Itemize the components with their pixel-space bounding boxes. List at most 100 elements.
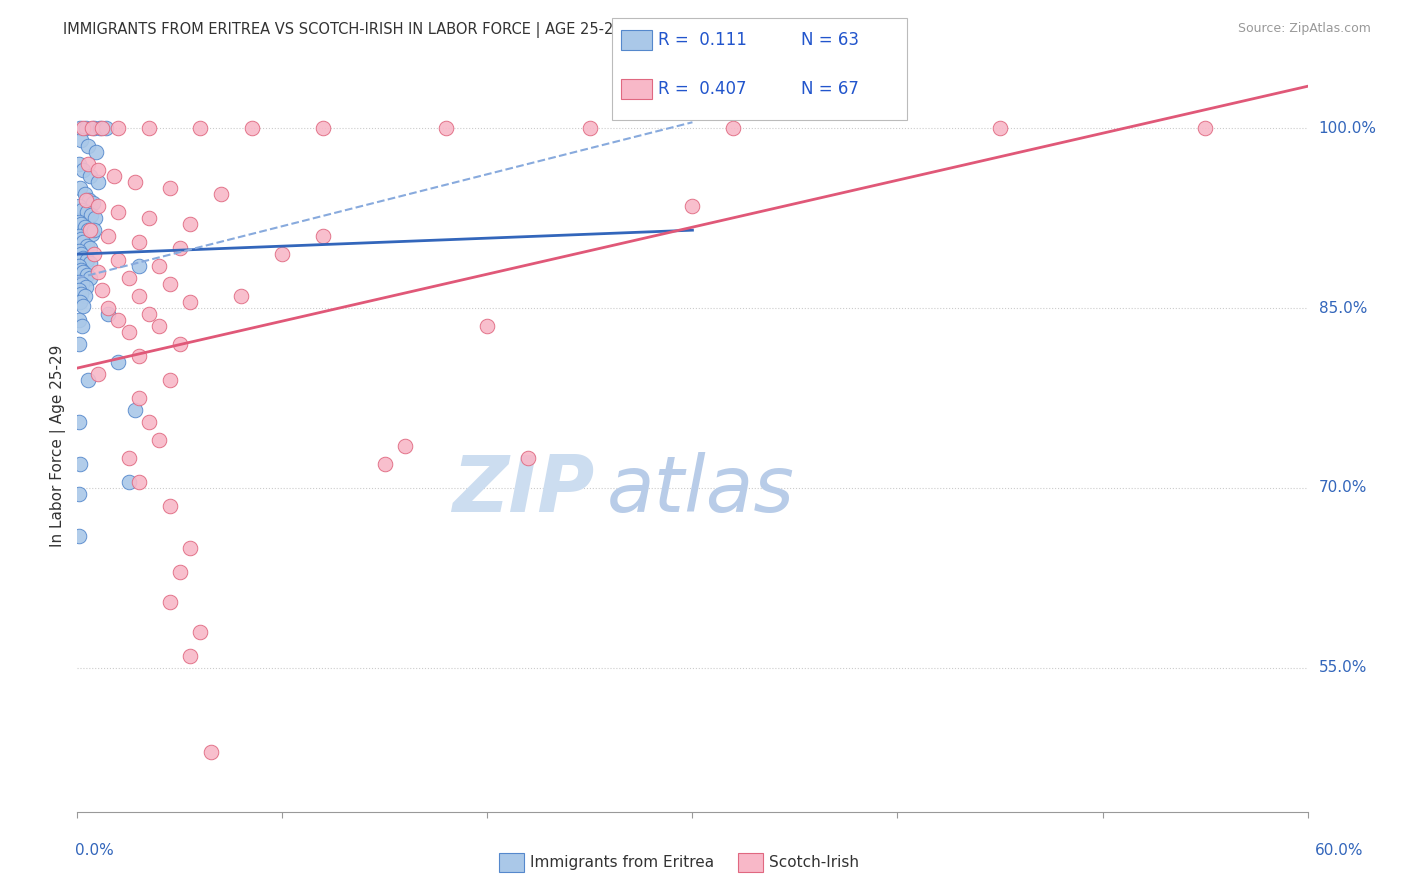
Point [69, 181, 91, 195]
Point [200, 745, 222, 759]
Point [988, 121, 1011, 136]
Text: ZIP: ZIP [451, 452, 595, 528]
Point [682, 199, 704, 213]
Point [76, 268, 98, 282]
Point [84, 145, 107, 160]
Text: Scotch-Irish: Scotch-Irish [769, 855, 859, 870]
Point [82, 195, 104, 210]
Point [179, 295, 201, 310]
Point [79, 255, 101, 269]
Point [72, 265, 94, 279]
Point [138, 415, 160, 429]
Point [117, 475, 139, 489]
Point [87, 163, 110, 178]
Point [89, 121, 111, 136]
Point [117, 450, 139, 465]
Point [69, 295, 91, 310]
Point [103, 169, 125, 184]
Point [107, 253, 129, 268]
Text: Immigrants from Eritrea: Immigrants from Eritrea [530, 855, 714, 870]
Text: 55.0%: 55.0% [1319, 660, 1367, 675]
Point [159, 595, 181, 609]
Point [107, 205, 129, 219]
Point [69, 457, 91, 471]
Point [67, 283, 90, 297]
Point [83, 223, 105, 237]
Text: N = 63: N = 63 [801, 31, 859, 49]
Text: 100.0%: 100.0% [1319, 120, 1376, 136]
Y-axis label: In Labor Force | Age 25-29: In Labor Force | Age 25-29 [51, 345, 66, 547]
Point [87, 265, 110, 279]
Point [128, 349, 150, 363]
Point [79, 241, 101, 255]
Point [83, 211, 105, 226]
Point [73, 187, 96, 202]
Point [72, 251, 94, 265]
Point [436, 121, 458, 136]
Point [148, 259, 170, 273]
Point [97, 307, 120, 321]
Point [394, 439, 416, 453]
Point [67, 259, 90, 273]
Text: R =  0.407: R = 0.407 [658, 80, 747, 98]
Point [69, 121, 91, 136]
Point [73, 219, 96, 234]
Point [312, 229, 335, 244]
Point [67, 337, 90, 351]
Point [72, 235, 94, 249]
Point [72, 277, 94, 292]
Point [124, 175, 146, 189]
Point [79, 271, 101, 285]
Point [188, 121, 212, 136]
Point [179, 541, 201, 555]
Text: 0.0%: 0.0% [75, 843, 114, 858]
Point [271, 247, 294, 261]
Point [70, 262, 93, 277]
Point [128, 391, 150, 405]
Point [107, 313, 129, 327]
Text: 70.0%: 70.0% [1319, 481, 1367, 495]
Point [159, 277, 181, 292]
Point [128, 235, 150, 249]
Point [1194, 121, 1216, 136]
Point [72, 299, 94, 313]
Point [97, 301, 120, 315]
Point [138, 307, 160, 321]
Point [72, 163, 94, 178]
Point [179, 217, 201, 231]
Point [90, 121, 114, 136]
Point [67, 157, 90, 171]
Point [67, 415, 90, 429]
Point [374, 457, 396, 471]
Point [107, 121, 129, 136]
Point [159, 181, 181, 195]
Point [76, 205, 98, 219]
Point [72, 202, 94, 217]
Point [76, 157, 98, 171]
Point [128, 475, 150, 489]
Point [231, 289, 253, 303]
Point [188, 624, 212, 639]
Text: Source: ZipAtlas.com: Source: ZipAtlas.com [1237, 22, 1371, 36]
Point [107, 355, 129, 369]
Point [76, 223, 98, 237]
Point [87, 175, 110, 189]
Point [83, 121, 105, 136]
Point [80, 121, 103, 136]
Point [138, 121, 160, 136]
Point [67, 229, 90, 244]
Point [90, 283, 114, 297]
Point [76, 139, 98, 153]
Text: IMMIGRANTS FROM ERITREA VS SCOTCH-IRISH IN LABOR FORCE | AGE 25-29 CORRELATION C: IMMIGRANTS FROM ERITREA VS SCOTCH-IRISH … [63, 22, 786, 38]
Point [70, 231, 93, 245]
Point [128, 259, 150, 273]
Point [169, 241, 191, 255]
Point [159, 499, 181, 513]
Point [75, 193, 97, 207]
Point [169, 337, 191, 351]
Point [70, 286, 93, 301]
Point [79, 223, 101, 237]
Point [67, 215, 90, 229]
Point [67, 244, 90, 258]
Point [70, 133, 93, 147]
